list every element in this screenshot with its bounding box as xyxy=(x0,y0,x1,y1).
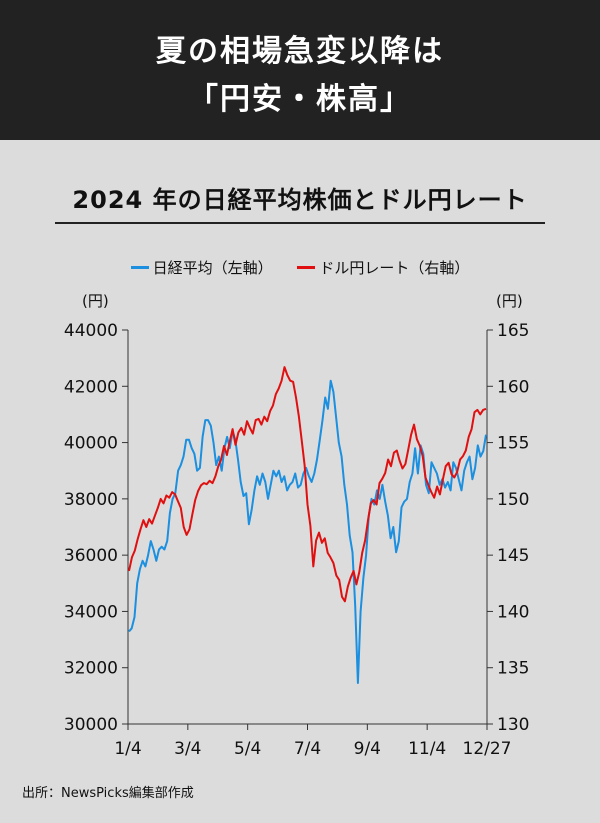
x-tick-label: 12/27 xyxy=(463,739,512,759)
left-tick-label: 44000 xyxy=(64,321,118,341)
left-tick-label: 36000 xyxy=(64,546,118,566)
header-banner: 夏の相場急変以降は 「円安・株高」 xyxy=(0,0,600,140)
x-tick-label: 1/4 xyxy=(114,739,141,759)
headline-line-2: 「円安・株高」 xyxy=(188,82,412,117)
x-tick-label: 9/4 xyxy=(354,739,381,759)
left-tick-label: 42000 xyxy=(64,377,118,397)
left-tick-label: 40000 xyxy=(64,434,118,454)
chart-title: 2024 年の日経平均株価とドル円レート xyxy=(72,186,528,214)
source-note: 出所：NewsPicks編集部作成 xyxy=(22,786,194,801)
right-tick-label: 130 xyxy=(497,715,529,735)
right-tick-label: 160 xyxy=(497,377,529,397)
left-tick-label: 30000 xyxy=(64,715,118,735)
legend-item-nikkei: 日経平均（左軸） xyxy=(130,257,273,278)
chart-legend: 日経平均（左軸） ドル円レート（右軸） xyxy=(0,255,600,278)
left-axis-unit: (円) xyxy=(82,292,109,310)
x-tick-label: 5/4 xyxy=(234,739,261,759)
legend-label-usdjpy: ドル円レート（右軸） xyxy=(319,259,470,277)
legend-swatch-usdjpy xyxy=(297,266,316,269)
legend-label-nikkei: 日経平均（左軸） xyxy=(152,259,273,277)
title-divider xyxy=(55,222,545,224)
right-tick-label: 145 xyxy=(497,546,529,566)
right-tick-label: 140 xyxy=(497,602,529,622)
legend-swatch-nikkei xyxy=(130,266,149,269)
left-tick-label: 38000 xyxy=(64,490,118,510)
headline-line-1: 夏の相場急変以降は xyxy=(156,34,444,69)
left-tick-label: 34000 xyxy=(64,602,118,622)
x-tick-label: 11/4 xyxy=(408,739,446,759)
right-axis-unit: (円) xyxy=(496,292,523,310)
series-line-nikkei xyxy=(128,379,487,684)
right-tick-label: 150 xyxy=(497,490,529,510)
right-tick-label: 155 xyxy=(497,434,529,454)
right-tick-label: 135 xyxy=(497,659,529,679)
right-tick-label: 165 xyxy=(497,321,529,341)
x-tick-label: 7/4 xyxy=(294,739,321,759)
series-line-usdjpy xyxy=(128,366,487,603)
left-tick-label: 32000 xyxy=(64,659,118,679)
legend-item-usdjpy: ドル円レート（右軸） xyxy=(297,257,469,278)
x-tick-label: 3/4 xyxy=(174,739,201,759)
